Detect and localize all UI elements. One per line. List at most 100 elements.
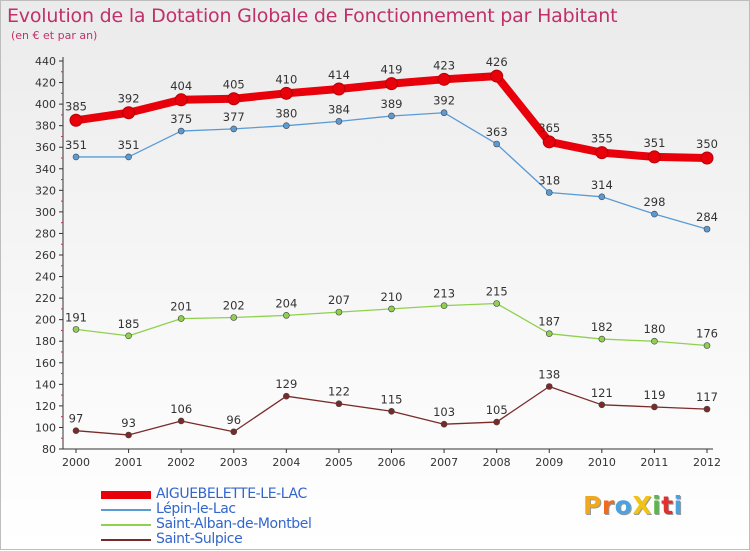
y-tick-label: 420 — [35, 77, 56, 90]
data-label-aiguebelette-le-lac: 414 — [328, 68, 350, 82]
data-point-saint-sulpice — [283, 392, 290, 400]
y-tick-label: 200 — [35, 314, 56, 327]
data-point-l-pin-le-lac — [230, 125, 238, 133]
data-label-l-pin-le-lac: 351 — [118, 138, 140, 152]
data-point-aiguebelette-le-lac — [595, 146, 609, 160]
data-point-saint-alban-de-montbel — [545, 330, 553, 337]
data-point-aiguebelette-le-lac — [122, 106, 136, 120]
data-label-saint-sulpice: 96 — [226, 413, 241, 427]
data-point-aiguebelette-le-lac — [647, 150, 661, 164]
data-label-l-pin-le-lac: 384 — [328, 102, 350, 116]
data-label-saint-alban-de-montbel: 180 — [643, 322, 665, 336]
legend-swatch — [101, 509, 151, 511]
data-point-aiguebelette-le-lac — [437, 72, 451, 86]
proxiti-logo: ProXiti — [583, 491, 683, 520]
y-tick-label: 180 — [35, 335, 56, 348]
data-label-l-pin-le-lac: 298 — [643, 195, 665, 209]
data-label-saint-alban-de-montbel: 191 — [65, 310, 87, 324]
y-tick-label: 80 — [42, 443, 56, 456]
y-tick-label: 360 — [35, 141, 56, 154]
y-tick-label: 280 — [35, 227, 56, 240]
data-label-saint-alban-de-montbel: 204 — [275, 296, 297, 310]
data-label-l-pin-le-lac: 314 — [591, 178, 613, 192]
data-label-l-pin-le-lac: 363 — [486, 125, 508, 139]
data-label-aiguebelette-le-lac: 392 — [118, 92, 140, 106]
data-point-saint-alban-de-montbel — [598, 335, 606, 343]
data-point-saint-alban-de-montbel — [440, 302, 448, 309]
data-point-saint-sulpice — [651, 403, 658, 411]
data-point-saint-sulpice — [335, 400, 343, 408]
x-tick-label: 2007 — [430, 456, 458, 469]
data-label-l-pin-le-lac: 375 — [170, 112, 192, 126]
y-tick-label: 400 — [35, 98, 56, 111]
data-label-saint-sulpice: 115 — [381, 392, 403, 406]
data-point-l-pin-le-lac — [335, 118, 343, 125]
data-label-aiguebelette-le-lac: 365 — [538, 121, 560, 135]
data-label-saint-alban-de-montbel: 210 — [381, 290, 403, 304]
data-point-saint-alban-de-montbel — [651, 337, 658, 345]
legend-swatch — [101, 524, 151, 526]
data-point-l-pin-le-lac — [703, 225, 711, 233]
data-label-saint-alban-de-montbel: 176 — [696, 327, 718, 341]
data-point-l-pin-le-lac — [598, 193, 606, 201]
data-label-aiguebelette-le-lac: 423 — [433, 58, 455, 72]
data-label-saint-sulpice: 103 — [433, 405, 455, 419]
data-point-saint-alban-de-montbel — [177, 315, 185, 322]
data-label-saint-sulpice: 117 — [696, 390, 718, 404]
data-label-l-pin-le-lac: 392 — [433, 94, 455, 108]
x-tick-label: 2011 — [640, 456, 668, 469]
data-point-saint-alban-de-montbel — [125, 332, 132, 340]
legend-label: AIGUEBELETTE-LE-LAC — [156, 486, 307, 502]
data-point-l-pin-le-lac — [388, 112, 395, 120]
data-label-saint-alban-de-montbel: 207 — [328, 293, 350, 307]
data-label-aiguebelette-le-lac: 351 — [643, 136, 665, 150]
data-point-aiguebelette-le-lac — [332, 82, 346, 96]
data-label-saint-alban-de-montbel: 185 — [118, 317, 140, 331]
data-label-saint-sulpice: 93 — [121, 416, 136, 430]
y-tick-label: 260 — [35, 249, 56, 262]
data-point-aiguebelette-le-lac — [227, 92, 241, 106]
data-point-saint-alban-de-montbel — [283, 312, 290, 319]
chart-title: Evolution de la Dotation Globale de Fonc… — [7, 5, 618, 27]
data-label-saint-alban-de-montbel: 187 — [538, 315, 560, 329]
y-tick-label: 300 — [35, 206, 56, 219]
data-label-l-pin-le-lac: 389 — [381, 97, 403, 111]
data-label-saint-alban-de-montbel: 213 — [433, 287, 455, 301]
data-point-saint-sulpice — [493, 418, 500, 426]
data-point-l-pin-le-lac — [125, 153, 132, 161]
data-point-saint-sulpice — [598, 401, 606, 409]
data-point-saint-alban-de-montbel — [493, 300, 500, 307]
data-point-l-pin-le-lac — [651, 210, 658, 218]
y-tick-label: 220 — [35, 292, 56, 305]
data-label-saint-sulpice: 105 — [486, 403, 508, 417]
data-point-aiguebelette-le-lac — [279, 86, 293, 100]
legend-swatch — [101, 539, 151, 541]
data-label-saint-sulpice: 138 — [538, 367, 560, 381]
x-tick-label: 2010 — [588, 456, 616, 469]
data-point-saint-alban-de-montbel — [388, 305, 395, 313]
data-label-saint-sulpice: 97 — [69, 412, 84, 426]
data-label-aiguebelette-le-lac: 355 — [591, 132, 613, 146]
y-tick-label: 380 — [35, 120, 56, 133]
y-tick-label: 340 — [35, 163, 56, 176]
data-label-l-pin-le-lac: 380 — [275, 107, 297, 121]
data-point-saint-sulpice — [388, 407, 395, 415]
data-point-saint-sulpice — [545, 383, 553, 390]
data-label-aiguebelette-le-lac: 426 — [486, 55, 508, 69]
data-label-saint-sulpice: 129 — [275, 377, 297, 391]
data-label-saint-sulpice: 106 — [170, 402, 192, 416]
x-tick-label: 2001 — [115, 456, 143, 469]
data-label-aiguebelette-le-lac: 405 — [223, 78, 245, 92]
data-label-saint-sulpice: 119 — [643, 388, 665, 402]
x-tick-label: 2000 — [62, 456, 90, 469]
x-tick-label: 2006 — [378, 456, 406, 469]
y-tick-label: 100 — [35, 421, 56, 434]
chart-subtitle: (en € et par an) — [11, 29, 98, 42]
legend-label: Saint-Alban-de-Montbel — [156, 516, 312, 532]
y-tick-label: 160 — [35, 357, 56, 370]
data-point-saint-sulpice — [177, 417, 185, 425]
legend-label: Lépin-le-Lac — [156, 501, 236, 517]
x-tick-label: 2004 — [272, 456, 300, 469]
